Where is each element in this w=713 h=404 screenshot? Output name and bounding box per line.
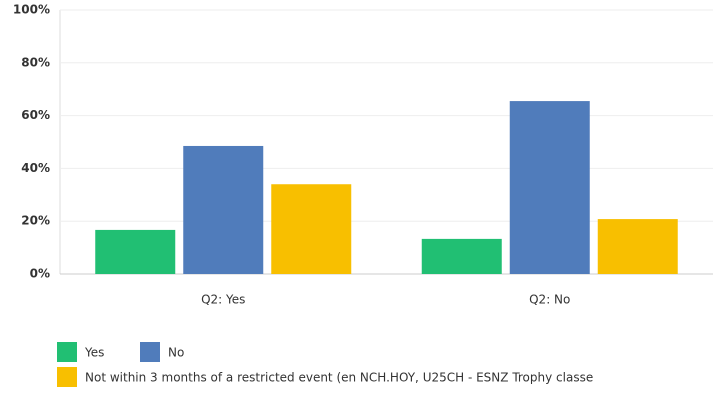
bar	[597, 219, 678, 274]
bar	[183, 145, 264, 274]
y-tick-label: 80%	[21, 55, 50, 69]
bar	[421, 238, 502, 274]
bar	[509, 101, 590, 274]
legend-swatch	[57, 367, 77, 387]
legend-swatch	[57, 342, 77, 362]
y-tick-label: 40%	[21, 161, 50, 175]
bar	[95, 229, 176, 274]
y-tick-label: 20%	[21, 214, 50, 228]
y-tick-label: 100%	[13, 3, 50, 17]
legend-label: Not within 3 months of a restricted even…	[85, 371, 593, 385]
x-tick-label: Q2: No	[529, 293, 570, 307]
y-tick-label: 60%	[21, 108, 50, 122]
legend-swatch	[140, 342, 160, 362]
y-tick-label: 0%	[30, 267, 50, 281]
legend-label: Yes	[84, 346, 104, 360]
x-tick-label: Q2: Yes	[201, 293, 245, 307]
bar	[271, 184, 352, 274]
legend-label: No	[168, 346, 184, 360]
